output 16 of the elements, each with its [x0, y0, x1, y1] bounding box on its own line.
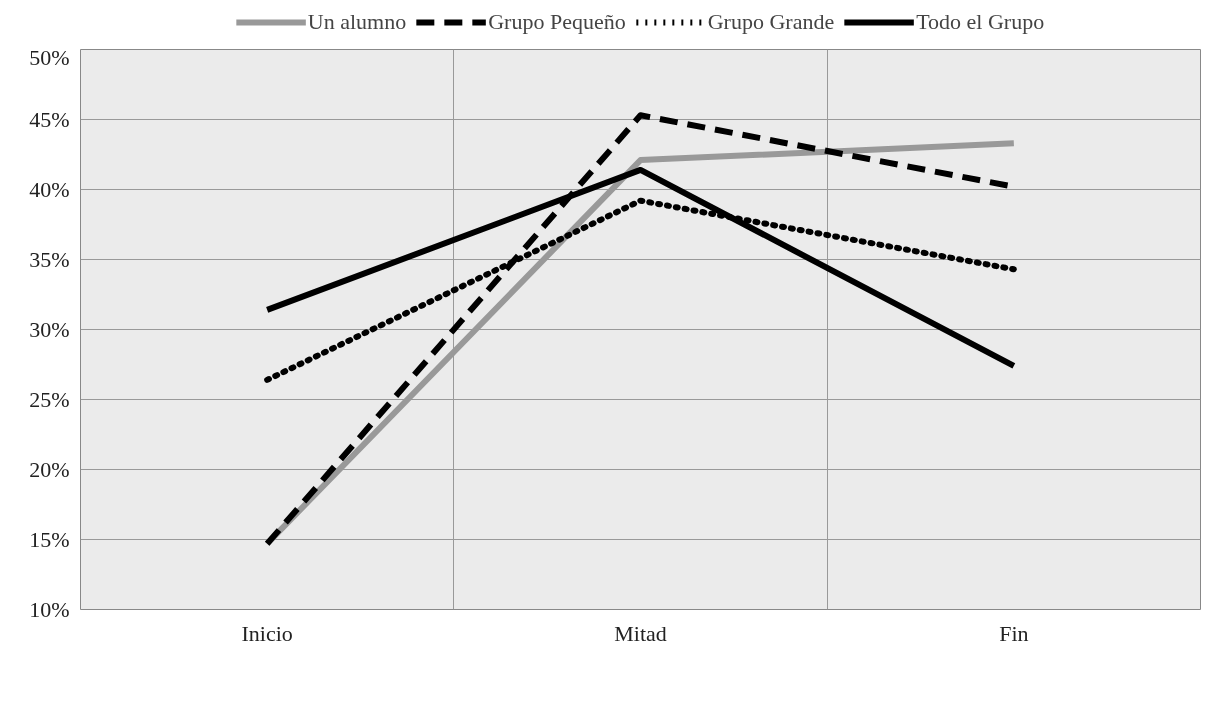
- legend-label: Grupo Pequeño: [488, 9, 626, 35]
- legend-label: Grupo Grande: [707, 9, 835, 35]
- y-tick-label: 20%: [29, 457, 70, 482]
- y-tick-label: 45%: [29, 107, 70, 132]
- y-tick-label: 35%: [29, 247, 70, 272]
- legend-label: Un alumno: [307, 9, 407, 35]
- y-tick-label: 30%: [29, 317, 70, 342]
- x-tick-label: Inicio: [241, 620, 293, 646]
- y-tick-label: 15%: [29, 527, 70, 552]
- y-tick-label: 10%: [29, 597, 70, 622]
- x-tick-label: Fin: [999, 620, 1029, 646]
- y-tick-label: 40%: [29, 177, 70, 202]
- y-tick-label: 50%: [29, 44, 70, 70]
- legend-label: Todo el Grupo: [916, 9, 1045, 35]
- y-tick-label: 25%: [29, 387, 70, 412]
- x-tick-label: Mitad: [614, 620, 667, 646]
